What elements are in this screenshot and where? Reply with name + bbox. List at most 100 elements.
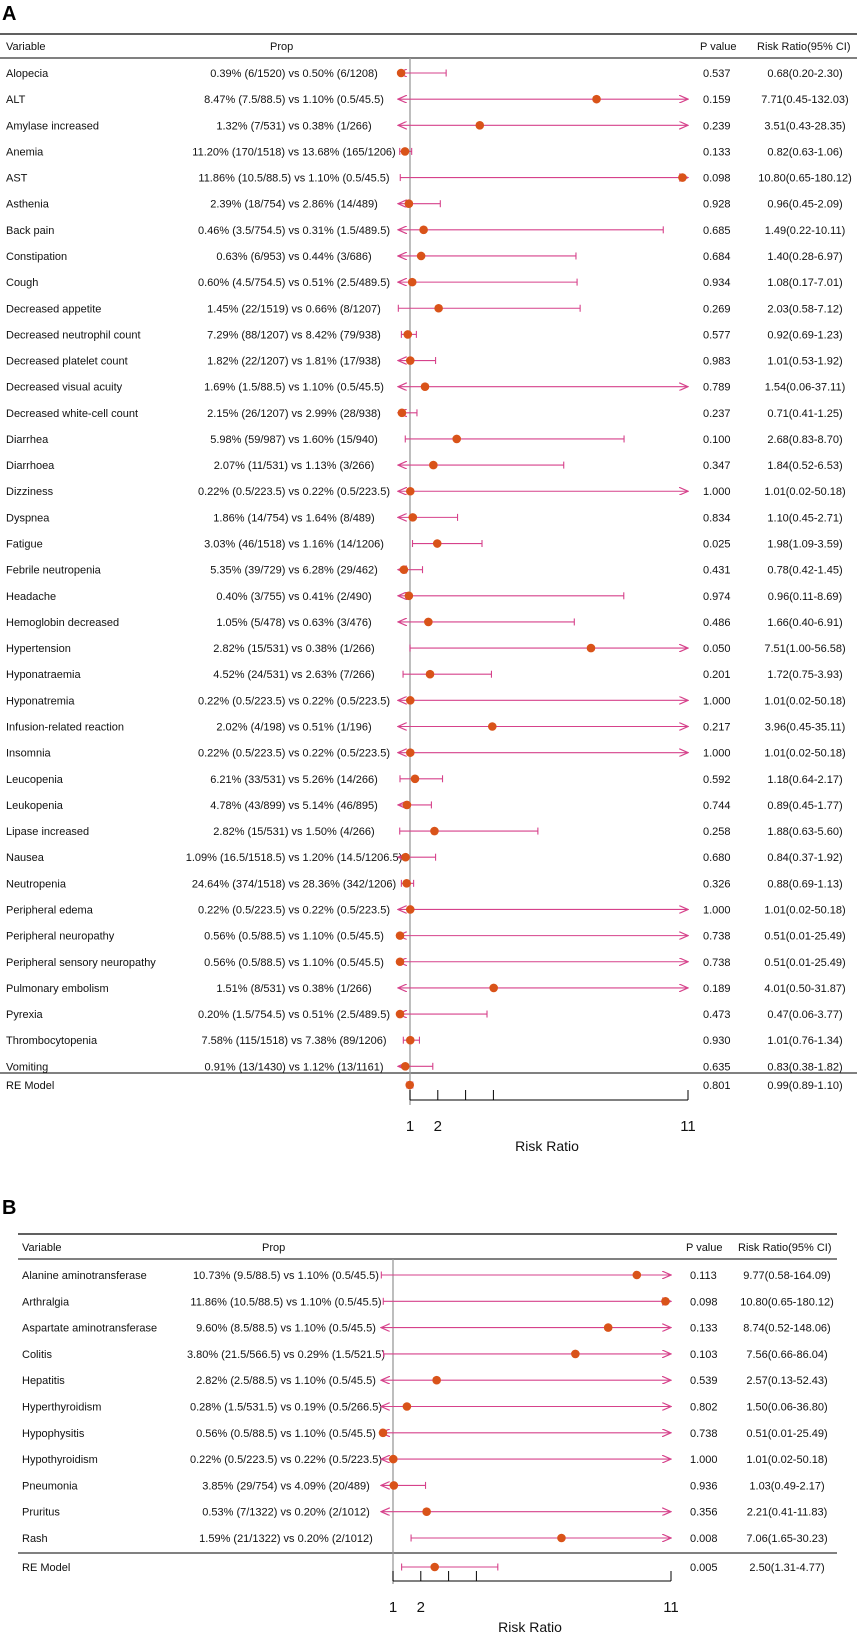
row-point-estimate: [396, 68, 406, 78]
row-point-estimate: [403, 330, 413, 339]
row-prop: 1.32% (7/531) vs 0.38% (1/266): [216, 120, 371, 132]
summary-p-value: 0.801: [703, 1080, 731, 1092]
row-risk-ratio-text: 3.51(0.43-28.35): [764, 120, 845, 132]
row-variable: Pyrexia: [6, 1009, 44, 1021]
row-variable: Alopecia: [6, 68, 49, 80]
row-prop: 2.07% (11/531) vs 1.13% (3/266): [214, 460, 375, 472]
row-risk-ratio-text: 1.01(0.02-50.18): [764, 904, 845, 916]
row-risk-ratio-text: 1.72(0.75-3.93): [767, 669, 842, 681]
row-risk-ratio-text: 0.96(0.45-2.09): [767, 199, 842, 211]
row-point-estimate: [389, 1481, 399, 1490]
row-point-estimate: [678, 173, 687, 182]
row-risk-ratio-text: 0.68(0.20-2.30): [767, 68, 842, 80]
row-variable: Lipase increased: [6, 826, 89, 838]
row-point-estimate: [661, 1297, 670, 1306]
x-tick-label: 1: [406, 1118, 414, 1135]
row-point-estimate: [405, 748, 415, 757]
row-variable: Hyperthyroidism: [22, 1402, 101, 1414]
row-point-estimate: [489, 983, 498, 993]
row-variable: Pruritus: [22, 1507, 60, 1519]
row-risk-ratio-text: 8.74(0.52-148.06): [743, 1323, 830, 1335]
row-point-estimate: [400, 1062, 410, 1071]
row-variable: Cough: [6, 277, 38, 289]
row-prop: 0.60% (4.5/754.5) vs 0.51% (2.5/489.5): [198, 277, 390, 289]
row-prop: 0.56% (0.5/88.5) vs 1.10% (0.5/45.5): [204, 957, 384, 969]
summary-point-estimate: [405, 1080, 415, 1090]
row-risk-ratio-text: 0.51(0.01-25.49): [746, 1428, 827, 1440]
row-prop: 2.82% (15/531) vs 1.50% (4/266): [213, 826, 374, 838]
row-p-value: 0.738: [703, 931, 731, 943]
row-prop: 0.39% (6/1520) vs 0.50% (6/1208): [210, 68, 378, 80]
row-variable: Diarrhoea: [6, 460, 55, 472]
row-prop: 0.22% (0.5/223.5) vs 0.22% (0.5/223.5): [198, 904, 390, 916]
row-variable: Peripheral edema: [6, 904, 94, 916]
row-risk-ratio-text: 7.51(1.00-56.58): [764, 643, 845, 655]
row-prop: 5.35% (39/729) vs 6.28% (29/462): [210, 565, 378, 577]
row-risk-ratio-text: 1.01(0.02-50.18): [746, 1454, 827, 1466]
row-point-estimate: [402, 879, 411, 888]
row-risk-ratio-text: 2.57(0.13-52.43): [746, 1375, 827, 1387]
row-p-value: 0.934: [703, 277, 731, 289]
row-p-value: 0.936: [690, 1480, 718, 1492]
row-risk-ratio-text: 1.01(0.53-1.92): [767, 356, 842, 368]
row-variable: Insomnia: [6, 748, 52, 760]
row-variable: Arthralgia: [22, 1296, 70, 1308]
summary-variable: RE Model: [22, 1562, 70, 1574]
row-prop: 2.02% (4/198) vs 0.51% (1/196): [216, 722, 371, 734]
row-p-value: 0.159: [703, 94, 731, 106]
row-point-estimate: [422, 1507, 431, 1516]
panel-b-axis: 1 2 11: [389, 1571, 679, 1616]
x-tick-label: 1: [389, 1599, 397, 1616]
x-tick-label: 11: [680, 1118, 696, 1135]
row-risk-ratio-text: 7.56(0.66-86.04): [746, 1349, 827, 1361]
row-risk-ratio-text: 2.21(0.41-11.83): [747, 1507, 828, 1519]
row-variable: Vomiting: [6, 1061, 48, 1073]
row-variable: Hypertension: [6, 643, 71, 655]
row-point-estimate: [395, 957, 405, 967]
row-variable: Thrombocytopenia: [6, 1035, 98, 1047]
row-prop: 1.59% (21/1322) vs 0.20% (2/1012): [199, 1533, 373, 1545]
row-p-value: 0.744: [703, 800, 731, 812]
row-p-value: 0.100: [703, 434, 731, 446]
row-point-estimate: [416, 251, 426, 261]
row-variable: Asthenia: [6, 199, 50, 211]
row-variable: Decreased appetite: [6, 303, 101, 315]
row-prop: 0.56% (0.5/88.5) vs 1.10% (0.5/45.5): [196, 1428, 376, 1440]
row-p-value: 0.473: [703, 1009, 731, 1021]
row-p-value: 0.486: [703, 617, 731, 629]
row-prop: 6.21% (33/531) vs 5.26% (14/266): [210, 774, 378, 786]
row-prop: 1.45% (22/1519) vs 0.66% (8/1207): [207, 303, 381, 315]
row-variable: Hemoglobin decreased: [6, 617, 119, 629]
row-prop: 3.85% (29/754) vs 4.09% (20/489): [202, 1480, 370, 1492]
row-p-value: 0.983: [703, 356, 731, 368]
row-prop: 0.22% (0.5/223.5) vs 0.22% (0.5/223.5): [198, 486, 390, 498]
row-p-value: 0.217: [703, 722, 731, 734]
row-point-estimate: [401, 852, 410, 862]
row-prop: 0.20% (1.5/754.5) vs 0.51% (2.5/489.5): [198, 1009, 390, 1021]
row-point-estimate: [404, 199, 414, 208]
row-point-estimate: [430, 826, 439, 836]
row-p-value: 0.008: [690, 1533, 718, 1545]
row-risk-ratio-text: 4.01(0.50-31.87): [764, 983, 845, 995]
row-point-estimate: [400, 147, 410, 156]
row-risk-ratio-text: 0.51(0.01-25.49): [764, 931, 845, 943]
row-point-estimate: [571, 1349, 580, 1359]
row-point-estimate: [434, 303, 443, 313]
row-risk-ratio-text: 0.78(0.42-1.45): [767, 565, 842, 577]
row-p-value: 0.050: [703, 643, 731, 655]
row-prop: 2.82% (2.5/88.5) vs 1.10% (0.5/45.5): [196, 1375, 376, 1387]
row-prop: 7.58% (115/1518) vs 7.38% (89/1206): [201, 1035, 386, 1047]
row-prop: 1.82% (22/1207) vs 1.81% (17/938): [207, 356, 381, 368]
row-p-value: 0.347: [703, 460, 731, 472]
row-point-estimate: [388, 1454, 398, 1464]
row-p-value: 0.133: [690, 1323, 718, 1335]
header-risk-ratio-b: Risk Ratio(95% CI): [738, 1242, 832, 1254]
row-p-value: 1.000: [703, 486, 731, 498]
row-prop: 11.86% (10.5/88.5) vs 1.10% (0.5/45.5): [190, 1296, 381, 1308]
row-risk-ratio-text: 9.77(0.58-164.09): [743, 1270, 830, 1282]
row-p-value: 0.974: [703, 591, 731, 603]
row-prop: 4.52% (24/531) vs 2.63% (7/266): [213, 669, 374, 681]
row-prop: 0.46% (3.5/754.5) vs 0.31% (1.5/489.5): [198, 225, 390, 237]
row-p-value: 0.789: [703, 382, 731, 394]
row-prop: 9.60% (8.5/88.5) vs 1.10% (0.5/45.5): [196, 1323, 376, 1335]
